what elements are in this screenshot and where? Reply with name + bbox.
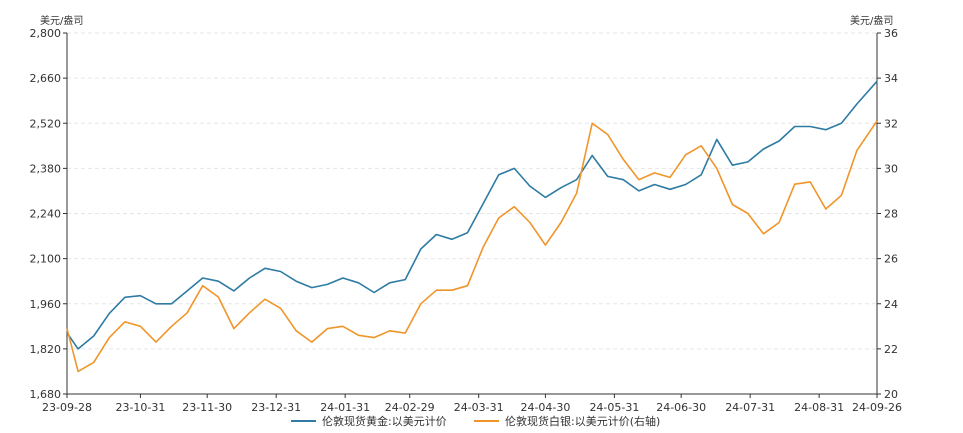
right-axis-tick-label: 22 (884, 343, 898, 356)
x-axis-tick-label: 24-03-31 (454, 401, 504, 414)
gridlines (67, 32, 877, 350)
left-axis-tick-label: 1,820 (30, 343, 62, 356)
left-axis-tick-label: 2,800 (30, 27, 62, 40)
x-axis-tick-label: 24-06-30 (656, 401, 706, 414)
silver-price-line (66, 120, 878, 373)
x-axis-tick-label: 24-04-30 (520, 401, 570, 414)
x-axis-tick-label: 23-10-31 (115, 401, 165, 414)
series-lines (66, 80, 878, 373)
legend: 伦敦现货黄金:以美元计价 伦敦现货白银:以美元计价(右轴) (291, 414, 660, 428)
x-axis-tick-label: 23-11-30 (182, 401, 232, 414)
right-axis-tick-label: 20 (884, 388, 898, 401)
right-axis-tick-label: 26 (884, 253, 898, 266)
right-axis-tick-label: 30 (884, 162, 898, 175)
x-axis-tick-label: 23-09-28 (42, 401, 92, 414)
left-axis-tick-label: 1,960 (30, 298, 62, 311)
right-axis-tick-label: 36 (884, 27, 898, 40)
left-axis-tick-label: 2,380 (30, 162, 62, 175)
gold-price-line (66, 80, 878, 350)
right-axis-tick-label: 28 (884, 208, 898, 221)
left-axis-tick-label: 2,520 (30, 117, 62, 130)
right-axis-unit: 美元/盎司 (850, 14, 893, 27)
legend-label-gold: 伦敦现货黄金:以美元计价 (322, 414, 447, 428)
x-axis-tick-label: 24-08-31 (794, 401, 844, 414)
x-axis-tick-label: 24-05-31 (589, 401, 639, 414)
left-axis-tick-label: 2,660 (30, 72, 62, 85)
x-axis-tick-label: 24-02-29 (385, 401, 435, 414)
x-axis-tick-label: 24-09-26 (852, 401, 902, 414)
right-axis-tick-label: 24 (884, 298, 898, 311)
left-axis-unit: 美元/盎司 (40, 14, 83, 27)
axes: 美元/盎司 美元/盎司 1,680 1,820 1,960 2,100 2,240 2,3… (30, 14, 902, 414)
legend-label-silver: 伦敦现货白银:以美元计价(右轴) (505, 414, 660, 428)
x-axis-tick-label: 23-12-31 (251, 401, 301, 414)
right-axis-tick-label: 34 (884, 72, 898, 85)
left-axis-tick-label: 2,100 (30, 253, 62, 266)
right-axis-tick-label: 32 (884, 117, 898, 130)
x-axis-tick-label: 24-01-31 (320, 401, 370, 414)
left-axis-tick-label: 2,240 (30, 208, 62, 221)
left-axis-tick-label: 1,680 (30, 388, 62, 401)
x-axis-tick-label: 24-07-31 (725, 401, 775, 414)
